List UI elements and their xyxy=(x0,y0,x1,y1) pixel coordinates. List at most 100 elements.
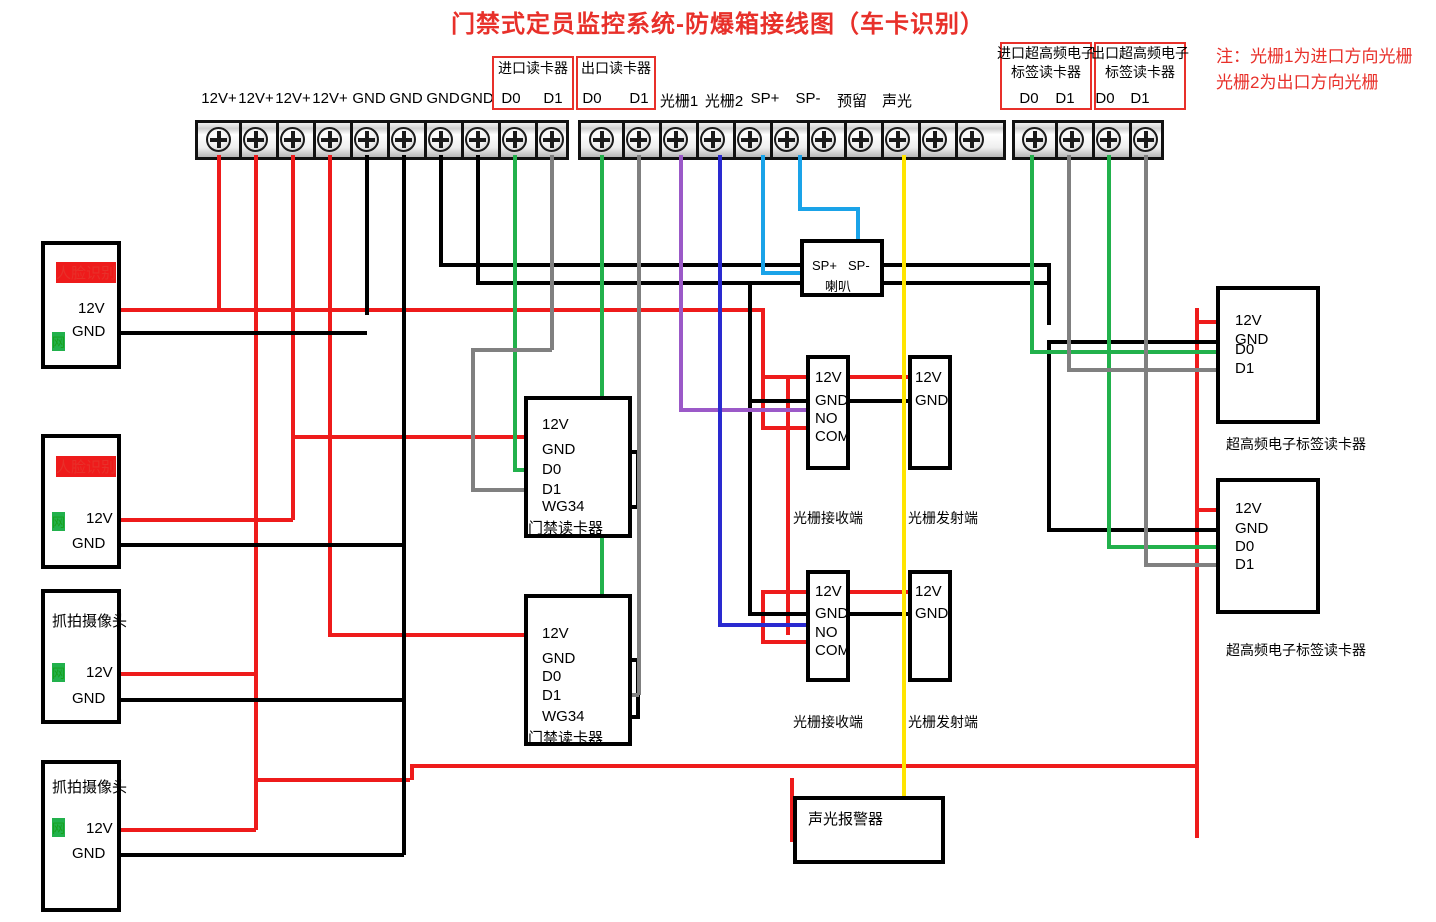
terminal-screw-4[interactable] xyxy=(317,127,342,152)
terminal-screw-23[interactable] xyxy=(1059,127,1084,152)
group-box-exit-uhf xyxy=(1094,42,1186,110)
terminal-label-3: 12V+ xyxy=(275,90,311,107)
device-grating-transmitter-2-12v: 12V xyxy=(915,583,942,600)
terminal-screw-7[interactable] xyxy=(428,127,453,152)
terminal-screw-6[interactable] xyxy=(391,127,416,152)
device-face-recognition-2-gnd: GND xyxy=(72,535,106,552)
wire-gnd-face1 xyxy=(117,331,367,335)
terminal-screw-15[interactable] xyxy=(737,127,762,152)
terminal-divider xyxy=(844,122,847,158)
wire-d1-entry-jog xyxy=(471,348,552,352)
wire-gnd-rx1-v xyxy=(748,281,752,403)
wire-d1-reader1-v xyxy=(471,348,475,490)
device-grating-receiver-1-com: COM xyxy=(815,428,850,445)
terminal-screw-25[interactable] xyxy=(1133,127,1158,152)
wire-spplus-v xyxy=(761,155,765,275)
wire-d0-entry-reader xyxy=(513,155,517,470)
wire-gnd-bus2 xyxy=(476,281,1048,285)
wire-12v-t4-drop xyxy=(328,155,332,635)
terminal-screw-21[interactable] xyxy=(959,127,984,152)
device-uhf-reader-2-caption: 超高频电子标签读卡器 xyxy=(1226,642,1366,658)
wire-com-rx2 xyxy=(761,640,816,644)
terminal-label-8: GND xyxy=(460,90,494,107)
terminal-label-11: D0 xyxy=(582,90,602,107)
device-grating-receiver-2-no: NO xyxy=(815,624,838,641)
terminal-screw-14[interactable] xyxy=(700,127,725,152)
wire-12v-bottom-bus xyxy=(410,764,1197,768)
device-grating-receiver-1-12v: 12V xyxy=(815,369,842,386)
wire-d0-uhf1-v xyxy=(1030,155,1034,352)
device-alarm xyxy=(793,796,945,864)
wire-12v-uhf-feed xyxy=(1195,308,1199,838)
device-face-recognition-1-title: 人脸识别 xyxy=(56,262,117,283)
terminal-divider xyxy=(498,122,501,158)
terminal-divider xyxy=(424,122,427,158)
wire-12v-main-bus xyxy=(217,308,765,312)
terminal-divider xyxy=(659,122,662,158)
wire-spminus-jog xyxy=(798,207,860,211)
wire-gnd-t5-drop xyxy=(365,155,369,315)
terminal-screw-18[interactable] xyxy=(848,127,873,152)
terminal-screw-5[interactable] xyxy=(354,127,379,152)
device-grating-receiver-2-com: COM xyxy=(815,642,850,659)
wire-12v-grating-rx2 xyxy=(786,590,816,594)
terminal-screw-8[interactable] xyxy=(465,127,490,152)
terminal-screw-16[interactable] xyxy=(774,127,799,152)
wire-gnd-rx2-tx2 xyxy=(840,612,912,616)
note-line-1: 注：光栅1为进口方向光栅 xyxy=(1216,47,1413,66)
terminal-label-14: 光栅2 xyxy=(704,93,744,110)
terminal-screw-2[interactable] xyxy=(243,127,268,152)
terminal-label-19: D0 xyxy=(1019,90,1039,107)
device-capture-camera-2-title: 抓拍摄像头 xyxy=(52,779,128,796)
terminal-screw-13[interactable] xyxy=(663,127,688,152)
terminal-screw-19[interactable] xyxy=(885,127,910,152)
terminal-divider xyxy=(881,122,884,158)
group-caption-exit-uhf-2: 标签读卡器 xyxy=(1105,64,1175,80)
terminal-divider xyxy=(535,122,538,158)
device-access-reader-1-gnd: GND xyxy=(542,441,576,458)
terminal-screw-12[interactable] xyxy=(626,127,651,152)
terminal-divider xyxy=(955,122,958,158)
wire-spplus-speaker xyxy=(761,271,809,275)
terminal-label-1: 12V+ xyxy=(201,90,237,107)
terminal-screw-22[interactable] xyxy=(1022,127,1047,152)
terminal-screw-20[interactable] xyxy=(922,127,947,152)
group-caption-exit-uhf-1: 出口超高频电子 xyxy=(1091,45,1189,61)
terminal-divider xyxy=(461,122,464,158)
terminal-screw-10[interactable] xyxy=(539,127,564,152)
device-grating-receiver-1-gnd: GND xyxy=(815,392,849,409)
device-uhf-reader-1-d0: D0 xyxy=(1235,341,1255,358)
terminal-label-15: SP+ xyxy=(750,90,780,107)
device-uhf-reader-2-d1: D1 xyxy=(1235,556,1255,573)
wire-spminus-v xyxy=(798,155,802,210)
wire-gnd-rx2-v xyxy=(748,399,752,614)
terminal-divider xyxy=(807,122,810,158)
terminal-screw-17[interactable] xyxy=(811,127,836,152)
device-grating-receiver-2-caption: 光栅接收端 xyxy=(793,714,863,730)
terminal-label-20: D1 xyxy=(1055,90,1075,107)
terminal-label-16: SP- xyxy=(795,90,821,107)
device-capture-camera-2-net: 网 xyxy=(52,818,66,837)
device-uhf-reader-2 xyxy=(1216,478,1320,614)
terminal-screw-11[interactable] xyxy=(589,127,614,152)
terminal-label-22: D1 xyxy=(1130,90,1150,107)
wire-gnd-cam2 xyxy=(117,853,404,857)
device-uhf-reader-1 xyxy=(1216,286,1320,424)
device-capture-camera-1-title: 抓拍摄像头 xyxy=(52,613,128,630)
terminal-divider xyxy=(387,122,390,158)
terminal-divider xyxy=(1129,122,1132,158)
terminal-screw-1[interactable] xyxy=(206,127,231,152)
wire-d1-uhf2 xyxy=(1144,563,1246,567)
device-face-recognition-1-gnd: GND xyxy=(72,323,106,340)
terminal-screw-9[interactable] xyxy=(502,127,527,152)
terminal-label-12: D1 xyxy=(629,90,649,107)
wire-12v-t1-drop xyxy=(217,155,221,310)
device-access-reader-1-caption: 门禁读卡器 xyxy=(528,520,604,537)
terminal-label-9: D0 xyxy=(501,90,521,107)
terminal-screw-24[interactable] xyxy=(1096,127,1121,152)
device-capture-camera-1-net: 网 xyxy=(52,663,66,682)
wire-12v-t3-drop xyxy=(291,155,295,435)
device-grating-transmitter-1-caption: 光栅发射端 xyxy=(908,510,978,526)
terminal-screw-3[interactable] xyxy=(280,127,305,152)
wire-gnd-t8-drop xyxy=(476,155,480,283)
